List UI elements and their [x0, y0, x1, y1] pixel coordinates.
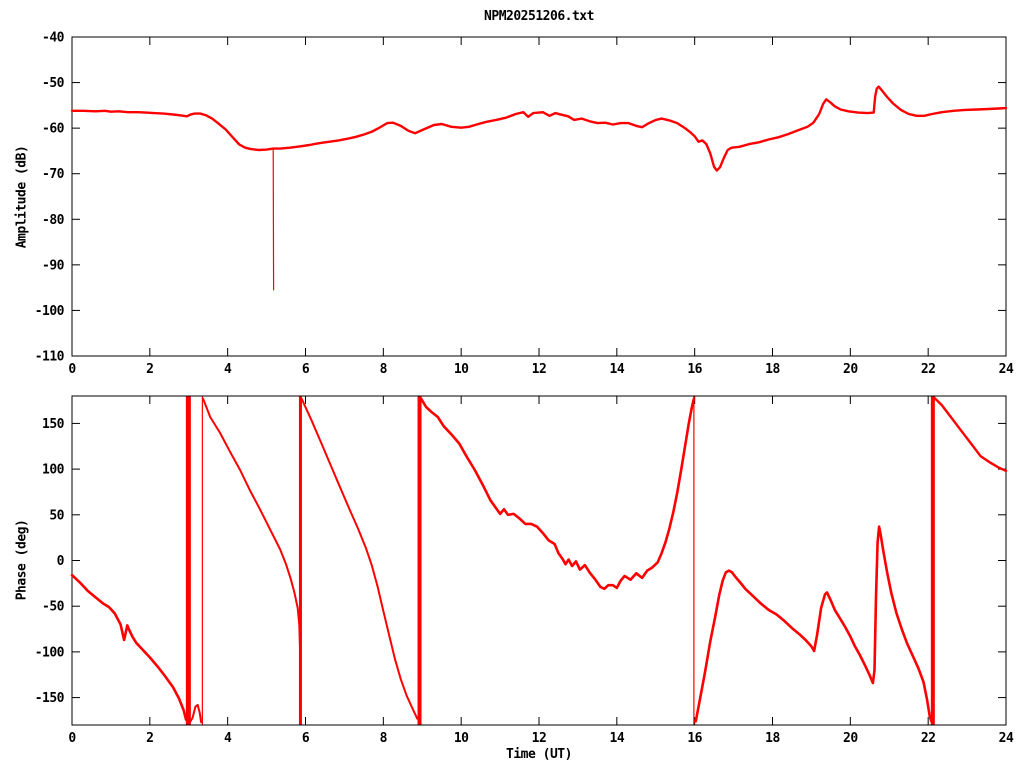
x-tick-label: 24 [999, 731, 1014, 746]
night-ramp-2 [202, 397, 302, 653]
amplitude-plot-border [71, 36, 1007, 357]
amplitude-plot: 0 2 4 6 8 10 12 14 16 18 20 22 24-110-100-90-80-70-6… [35, 31, 1015, 378]
y-tick-label: -80 [42, 213, 65, 228]
y-tick-label: 100 [42, 463, 65, 478]
phase-plot-border [71, 395, 1007, 726]
chart-title: NPM20251206.txt [484, 9, 594, 24]
x-tick-label: 8 [380, 731, 388, 746]
y-tick-label: -50 [42, 600, 65, 615]
night-ramp-3 [300, 397, 419, 720]
y-tick-label: -70 [42, 167, 65, 182]
x-tick-label: 4 [224, 731, 232, 746]
x-tick-label: 16 [687, 362, 702, 377]
y-tick-label: -100 [35, 645, 65, 660]
y-tick-label: -90 [42, 258, 65, 273]
x-tick-label: 0 [68, 731, 76, 746]
x-tick-label: 12 [532, 731, 547, 746]
amplitude-trace [70, 85, 1008, 172]
x-tick-label: 14 [610, 731, 625, 746]
wrap-dip [188, 703, 203, 724]
y-tick-label: -100 [35, 304, 65, 319]
x-tick-label: 2 [146, 731, 153, 746]
x-tick-label: 14 [610, 362, 625, 377]
x-tick-label: 6 [302, 731, 310, 746]
night-ramp-1 [70, 573, 188, 721]
evening-curve [694, 525, 933, 723]
y-tick-label: -110 [35, 350, 65, 365]
y-tick-label: -40 [42, 31, 65, 46]
x-tick-label: 12 [532, 362, 547, 377]
x-tick-label: 10 [454, 362, 469, 377]
x-tick-label: 6 [302, 362, 310, 377]
day-curve [419, 397, 696, 591]
y-tick-label: -50 [42, 76, 65, 91]
y-tick-label: 150 [42, 417, 65, 432]
phase-plot: 0 2 4 6 8 10 12 14 16 18 20 22 24-150-100-5005010015… [35, 395, 1014, 746]
y-tick-label: -60 [42, 122, 65, 137]
x-tick-label: 4 [224, 362, 232, 377]
x-tick-label: 10 [454, 731, 469, 746]
x-tick-label: 2 [146, 362, 153, 377]
x-tick-label: 0 [68, 362, 76, 377]
y-tick-label: -150 [35, 691, 65, 706]
x-tick-label: 22 [921, 731, 936, 746]
x-tick-label: 24 [999, 362, 1014, 377]
x-tick-label: 20 [843, 362, 858, 377]
x-tick-label: 18 [765, 731, 780, 746]
x-tick-label: 16 [687, 731, 702, 746]
x-tick-label: 20 [843, 731, 858, 746]
x-tick-label: 18 [765, 362, 780, 377]
y-tick-label: 0 [57, 554, 65, 569]
x-tick-label: 22 [921, 362, 936, 377]
night-ramp-4 [933, 396, 1008, 473]
x-tick-label: 8 [380, 362, 388, 377]
y-tick-label: 50 [49, 508, 64, 523]
time-axis-title: Time (UT) [506, 747, 572, 762]
